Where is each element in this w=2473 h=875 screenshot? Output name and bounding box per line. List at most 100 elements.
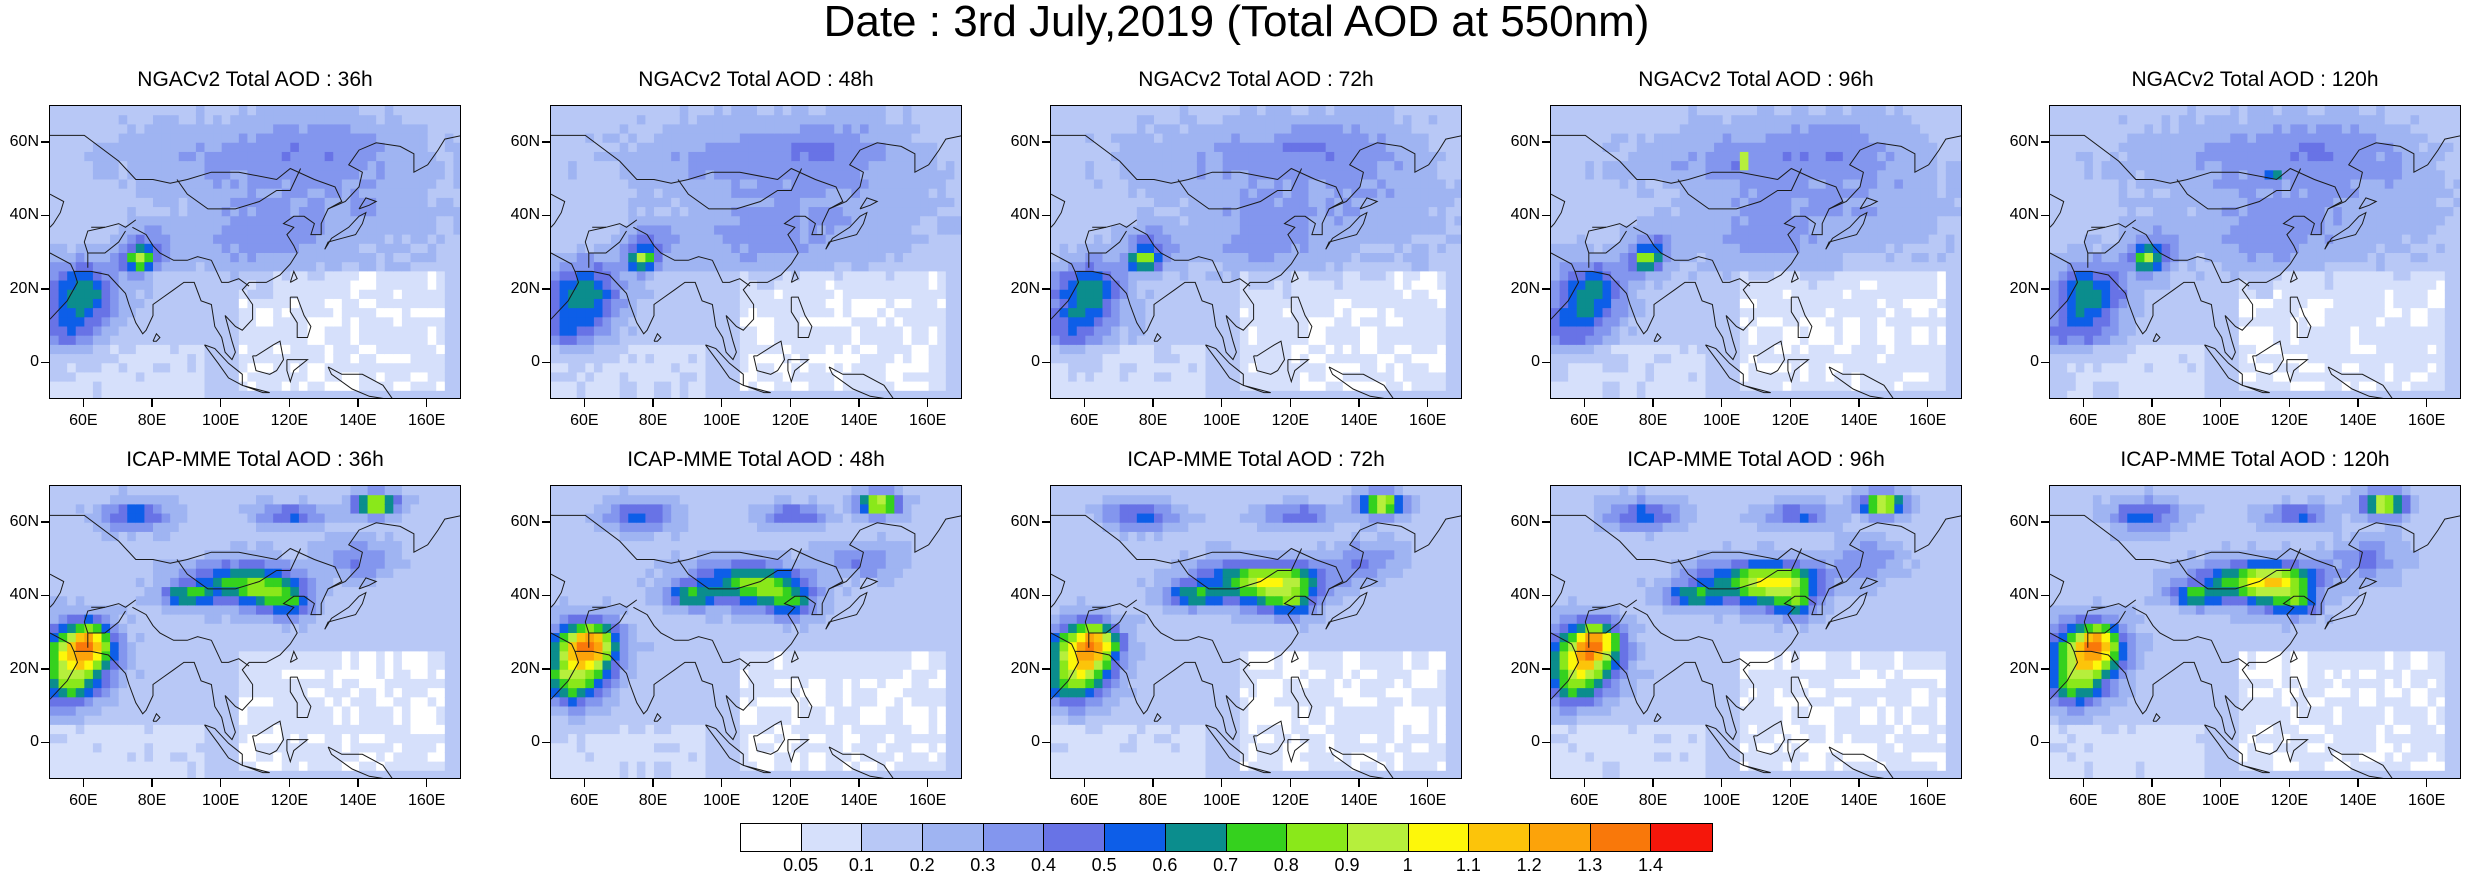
y-tick-mark <box>41 668 49 670</box>
x-tick-label: 160E <box>2397 413 2457 429</box>
aod-field-map <box>50 106 461 399</box>
x-tick-label: 100E <box>692 793 752 809</box>
x-tick-label: 120E <box>259 413 319 429</box>
x-tick-mark <box>83 779 85 787</box>
colorbar-label: 0.05 <box>776 856 826 874</box>
aod-grid-cells <box>50 106 461 399</box>
x-tick-mark <box>858 399 860 407</box>
aod-field-map <box>1551 486 1962 779</box>
x-tick-label: 140E <box>328 413 388 429</box>
colorbar-label: 0.4 <box>1019 856 1069 874</box>
y-tick-label: 40N <box>0 587 39 603</box>
colorbar-label: 0.2 <box>897 856 947 874</box>
x-tick-mark <box>1290 399 1292 407</box>
x-tick-label: 60E <box>1554 413 1614 429</box>
y-tick-mark <box>2041 215 2049 217</box>
x-tick-mark <box>1358 779 1360 787</box>
x-tick-mark <box>83 399 85 407</box>
y-tick-label: 40N <box>1500 587 1540 603</box>
x-tick-label: 160E <box>397 793 457 809</box>
x-tick-label: 80E <box>623 413 683 429</box>
y-tick-mark <box>2041 362 2049 364</box>
aod-grid-cells <box>2050 106 2461 399</box>
colorbar-label: 1.4 <box>1626 856 1676 874</box>
panel-title: ICAP-MME Total AOD : 48h <box>550 448 962 472</box>
y-tick-mark <box>2041 668 2049 670</box>
y-tick-label: 20N <box>1500 661 1540 677</box>
x-tick-label: 100E <box>191 413 251 429</box>
x-tick-label: 140E <box>328 793 388 809</box>
aod-grid-cells <box>551 486 962 779</box>
y-tick-label: 60N <box>1500 134 1540 150</box>
aod-grid-cells <box>551 106 962 399</box>
map-frame <box>1550 105 1962 399</box>
x-tick-label: 80E <box>623 793 683 809</box>
y-tick-mark <box>1042 288 1050 290</box>
y-tick-mark <box>2041 141 2049 143</box>
y-tick-mark <box>542 521 550 523</box>
x-tick-mark <box>584 779 586 787</box>
x-tick-label: 100E <box>191 793 251 809</box>
aod-field-map <box>50 486 461 779</box>
aod-field-map <box>1051 486 1462 779</box>
colorbar-box <box>1409 824 1470 851</box>
y-tick-label: 40N <box>1000 207 1040 223</box>
y-tick-mark <box>1042 595 1050 597</box>
x-tick-label: 140E <box>829 793 889 809</box>
y-tick-mark <box>1042 141 1050 143</box>
x-tick-mark <box>2426 779 2428 787</box>
x-tick-label: 120E <box>2259 413 2319 429</box>
x-tick-label: 160E <box>1398 793 1458 809</box>
x-tick-mark <box>721 779 723 787</box>
x-tick-mark <box>858 779 860 787</box>
colorbar-box <box>1105 824 1166 851</box>
aod-field-map <box>2050 106 2461 399</box>
x-tick-mark <box>652 399 654 407</box>
x-tick-mark <box>652 779 654 787</box>
y-tick-mark <box>542 215 550 217</box>
aod-grid-cells <box>1051 106 1462 399</box>
colorbar-label: 0.3 <box>958 856 1008 874</box>
colorbar-label: 1.3 <box>1565 856 1615 874</box>
panel-title: NGACv2 Total AOD : 72h <box>1050 68 1462 92</box>
panel-title: NGACv2 Total AOD : 96h <box>1550 68 1962 92</box>
colorbar-label: 1 <box>1383 856 1433 874</box>
x-tick-mark <box>426 399 428 407</box>
x-tick-label: 80E <box>2122 793 2182 809</box>
x-tick-label: 100E <box>692 413 752 429</box>
x-tick-mark <box>790 399 792 407</box>
y-tick-mark <box>1542 288 1550 290</box>
x-tick-mark <box>357 779 359 787</box>
aod-field-map <box>1051 106 1462 399</box>
y-tick-label: 20N <box>500 661 540 677</box>
y-tick-mark <box>41 288 49 290</box>
colorbar-box <box>1651 824 1712 851</box>
colorbar-box <box>1166 824 1227 851</box>
x-tick-label: 80E <box>1123 413 1183 429</box>
y-tick-mark <box>1542 595 1550 597</box>
x-tick-mark <box>1790 779 1792 787</box>
x-tick-mark <box>1790 399 1792 407</box>
x-tick-mark <box>1152 399 1154 407</box>
y-tick-mark <box>41 742 49 744</box>
x-tick-mark <box>1221 399 1223 407</box>
x-tick-label: 160E <box>1398 413 1458 429</box>
x-tick-mark <box>1358 399 1360 407</box>
x-tick-mark <box>289 779 291 787</box>
map-frame <box>550 105 962 399</box>
colorbar-box <box>984 824 1045 851</box>
x-tick-label: 60E <box>2053 793 2113 809</box>
x-tick-mark <box>1584 399 1586 407</box>
x-tick-label: 120E <box>1760 793 1820 809</box>
x-tick-label: 80E <box>122 793 182 809</box>
y-tick-label: 20N <box>500 281 540 297</box>
x-tick-mark <box>2357 399 2359 407</box>
y-tick-mark <box>1042 362 1050 364</box>
y-tick-label: 60N <box>1999 134 2039 150</box>
map-frame <box>1050 485 1462 779</box>
x-tick-mark <box>2151 779 2153 787</box>
x-tick-label: 100E <box>1692 793 1752 809</box>
